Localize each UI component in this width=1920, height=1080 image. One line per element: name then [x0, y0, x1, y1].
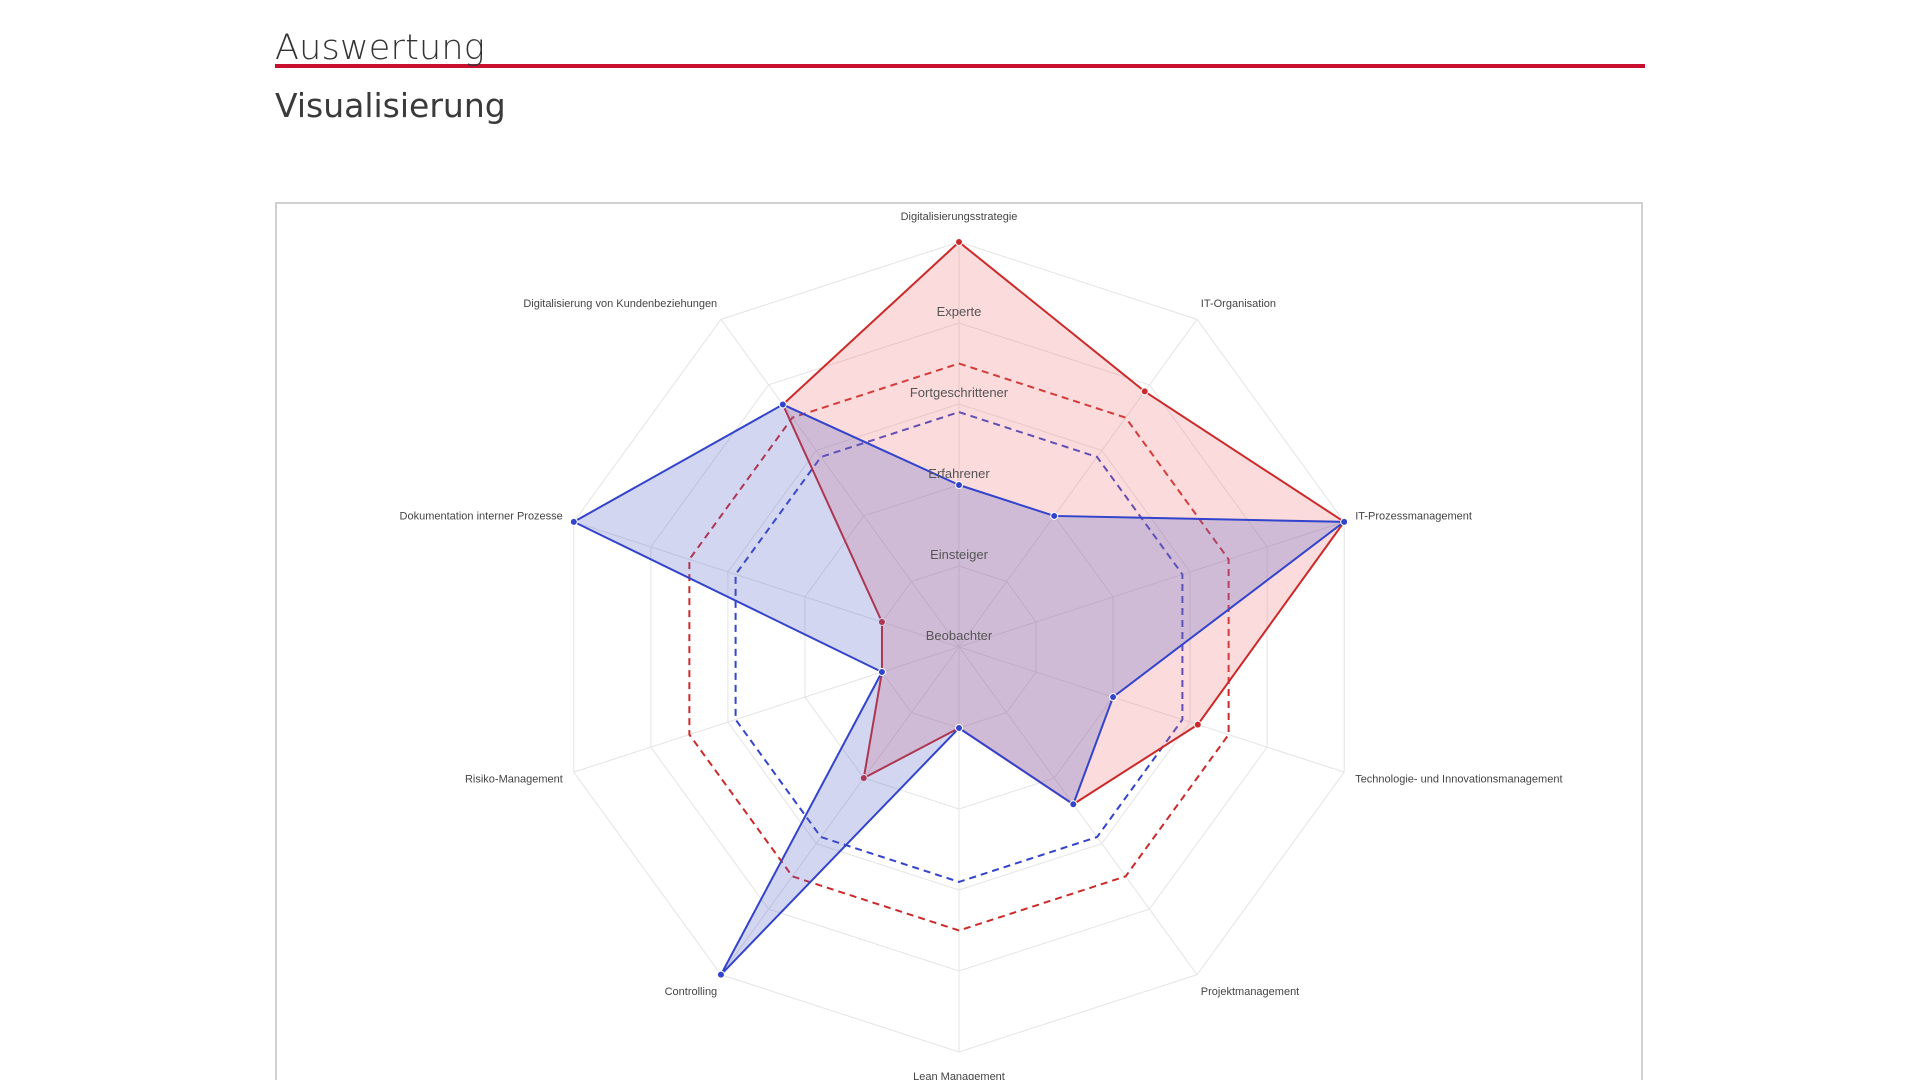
level-label-2: Einsteiger [930, 547, 988, 562]
page-title: Auswertung [275, 28, 486, 68]
data-point-series-2-7[interactable] [716, 970, 725, 979]
level-label-5: Experte [937, 304, 982, 319]
level-label-4: Fortgeschrittener [910, 385, 1009, 400]
category-labels: Digitalisierungsstrategie IT-Organisation… [400, 211, 1563, 1080]
category-label-9: Dokumentation interner Prozesse [400, 511, 563, 523]
grid-spoke [720, 319, 960, 648]
radar-chart: Beobachter Einsteiger Erfahrener Fortgeschr… [400, 211, 1563, 1080]
data-point-series-2-4[interactable] [1109, 693, 1118, 702]
radar-chart-container: Beobachter Einsteiger Erfahrener Fortgeschr… [275, 202, 1643, 1080]
average-rings [688, 362, 1230, 932]
data-point-series-2-10[interactable] [778, 400, 787, 409]
category-label-7: Controlling [665, 986, 718, 998]
data-point-series-2-8[interactable] [877, 668, 886, 677]
data-point-series-2-2[interactable] [1050, 511, 1059, 520]
data-point-series-2-9[interactable] [569, 517, 578, 526]
grid-spoke [573, 646, 960, 773]
data-point-series-1-2[interactable] [1140, 387, 1149, 396]
section-header: Auswertung [275, 18, 1645, 68]
grid-spoke [958, 521, 1345, 648]
data-point-series-2-3[interactable] [1340, 517, 1349, 526]
data-point-series-1-4[interactable] [1193, 720, 1202, 729]
series-layer [569, 238, 1349, 979]
category-label-5: Projektmanagement [1201, 986, 1299, 998]
category-label-10: Digitalisierung von Kundenbeziehungen [523, 298, 717, 310]
average-ring-series-2 [734, 411, 1184, 883]
level-labels: Beobachter Einsteiger Erfahrener Fortgeschr… [910, 304, 1009, 643]
category-label-3: IT-Prozessmanagement [1355, 511, 1472, 523]
grid-spoke [958, 646, 1198, 975]
data-point-series-2-6[interactable] [955, 724, 963, 732]
section-subtitle: Visualisierung [275, 86, 506, 125]
data-point-series-1-9[interactable] [877, 617, 886, 626]
data-point-series-2-1[interactable] [955, 481, 963, 489]
grid-spoke [958, 319, 1198, 648]
category-label-1: Digitalisierungsstrategie [901, 211, 1018, 223]
grid-spoke [573, 521, 960, 648]
average-ring-series-1 [688, 362, 1230, 932]
grid-spoke [720, 646, 960, 975]
category-label-2: IT-Organisation [1201, 298, 1276, 310]
category-label-4: Technologie- und Innovationsmanagement [1355, 773, 1562, 785]
category-label-8: Risiko-Management [465, 773, 563, 785]
level-label-3: Erfahrener [928, 466, 990, 481]
data-point-series-1-1[interactable] [955, 238, 963, 246]
data-point-series-1-7[interactable] [859, 774, 868, 783]
radar-grid [573, 241, 1345, 1053]
grid-spoke [958, 646, 1345, 773]
level-label-1: Beobachter [926, 628, 993, 643]
category-label-6: Lean Management [913, 1071, 1005, 1080]
data-point-series-2-5[interactable] [1069, 800, 1078, 809]
